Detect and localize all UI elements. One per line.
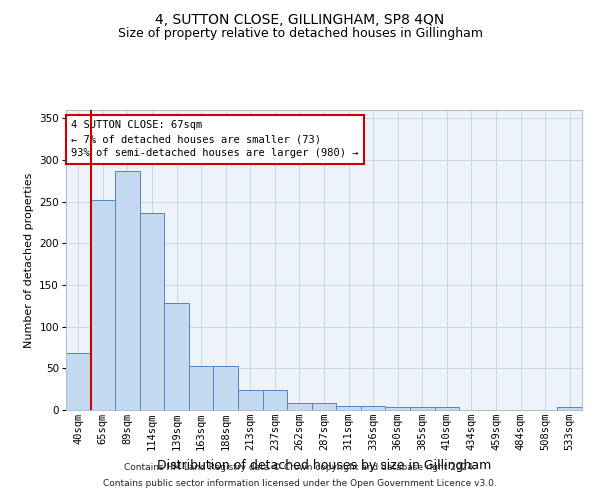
Bar	[410, 406, 434, 410]
Bar	[115, 171, 140, 410]
Bar	[434, 406, 459, 410]
Bar	[312, 402, 336, 410]
Text: Contains HM Land Registry data © Crown copyright and database right 2024.: Contains HM Land Registry data © Crown c…	[124, 464, 476, 472]
Bar	[91, 200, 115, 410]
Y-axis label: Number of detached properties: Number of detached properties	[24, 172, 34, 348]
Bar	[385, 406, 410, 410]
Bar	[214, 366, 238, 410]
Text: Contains public sector information licensed under the Open Government Licence v3: Contains public sector information licen…	[103, 478, 497, 488]
Bar	[287, 402, 312, 410]
X-axis label: Distribution of detached houses by size in Gillingham: Distribution of detached houses by size …	[157, 458, 491, 471]
Bar	[66, 354, 91, 410]
Bar	[164, 302, 189, 410]
Bar	[140, 212, 164, 410]
Bar	[361, 406, 385, 410]
Text: 4 SUTTON CLOSE: 67sqm
← 7% of detached houses are smaller (73)
93% of semi-detac: 4 SUTTON CLOSE: 67sqm ← 7% of detached h…	[71, 120, 359, 158]
Text: 4, SUTTON CLOSE, GILLINGHAM, SP8 4QN: 4, SUTTON CLOSE, GILLINGHAM, SP8 4QN	[155, 12, 445, 26]
Bar	[336, 406, 361, 410]
Bar	[238, 390, 263, 410]
Text: Size of property relative to detached houses in Gillingham: Size of property relative to detached ho…	[118, 28, 482, 40]
Bar	[557, 406, 582, 410]
Bar	[189, 366, 214, 410]
Bar	[263, 390, 287, 410]
